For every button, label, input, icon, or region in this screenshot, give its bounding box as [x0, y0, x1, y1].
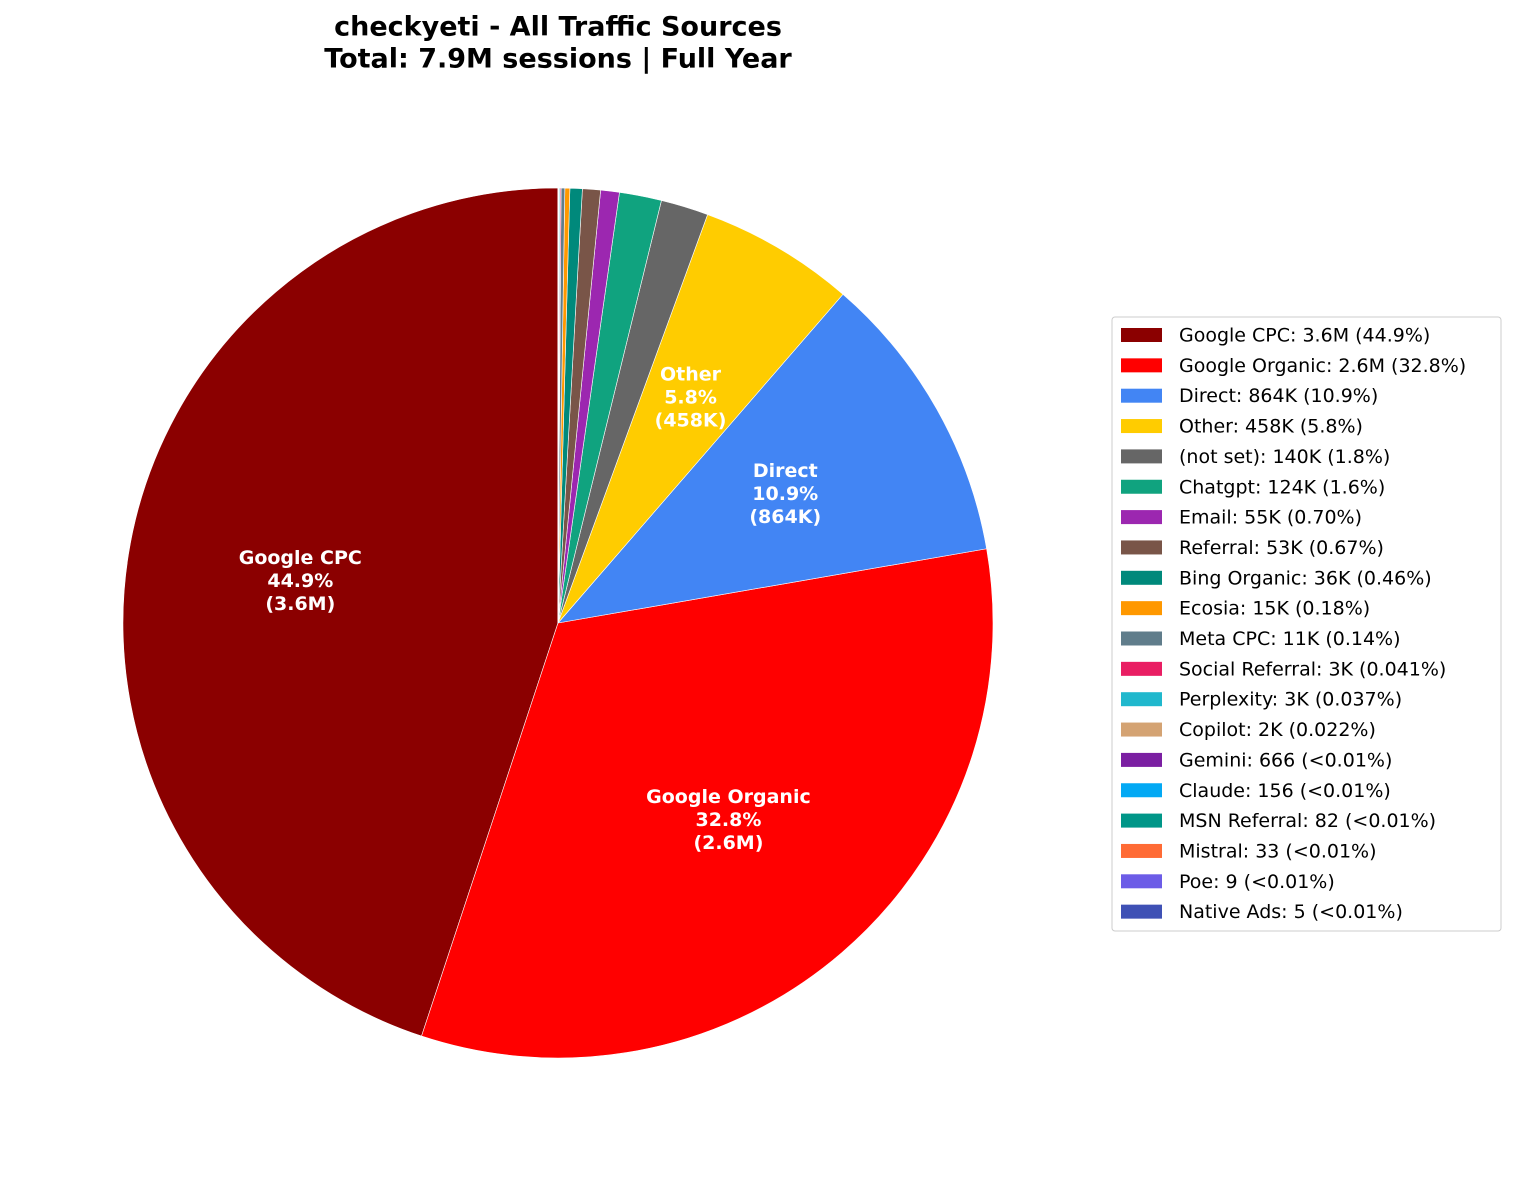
legend-label: Bing Organic: 36K (0.46%)	[1179, 567, 1432, 589]
legend-swatch	[1121, 480, 1162, 494]
slice-label: (3.6M)	[265, 593, 335, 615]
legend-swatch	[1121, 844, 1162, 858]
legend-swatch	[1121, 723, 1162, 737]
slice-label: (458K)	[655, 410, 727, 432]
legend-swatch	[1121, 632, 1162, 646]
slice-label: 10.9%	[752, 483, 818, 505]
slice-label: (864K)	[749, 506, 821, 528]
legend-swatch	[1121, 783, 1162, 797]
chart-title: checkyeti - All Traffic Sources	[334, 12, 782, 43]
legend-label: Social Referral: 3K (0.041%)	[1179, 658, 1446, 680]
legend-label: Native Ads: 5 (<0.01%)	[1179, 901, 1403, 923]
slice-label: Direct	[753, 460, 818, 482]
legend-label: Mistral: 33 (<0.01%)	[1179, 840, 1377, 862]
legend-label: Other: 458K (5.8%)	[1179, 416, 1363, 438]
chart-subtitle: Total: 7.9M sessions | Full Year	[324, 44, 792, 75]
slice-label: (2.6M)	[693, 832, 763, 854]
legend-swatch	[1121, 601, 1162, 615]
slice-label: 44.9%	[267, 570, 333, 592]
legend-swatch	[1121, 874, 1162, 888]
legend-label: MSN Referral: 82 (<0.01%)	[1179, 810, 1436, 832]
slice-label: 5.8%	[664, 387, 717, 409]
slice-label: Google Organic	[646, 786, 811, 808]
legend-swatch	[1121, 389, 1162, 403]
legend-swatch	[1121, 419, 1162, 433]
legend-swatch	[1121, 905, 1162, 919]
legend-swatch	[1121, 814, 1162, 828]
slice-label: Google CPC	[239, 547, 362, 569]
legend-swatch	[1121, 510, 1162, 524]
legend-label: Claude: 156 (<0.01%)	[1179, 780, 1391, 802]
slice-label: 32.8%	[695, 809, 761, 831]
legend-swatch	[1121, 692, 1162, 706]
legend-label: Email: 55K (0.70%)	[1179, 507, 1362, 529]
legend-label: (not set): 140K (1.8%)	[1179, 446, 1390, 468]
legend-label: Poe: 9 (<0.01%)	[1179, 871, 1335, 893]
legend-swatch	[1121, 571, 1162, 585]
legend-label: Meta CPC: 11K (0.14%)	[1179, 628, 1401, 650]
legend-label: Google CPC: 3.6M (44.9%)	[1179, 325, 1430, 347]
legend-swatch	[1121, 449, 1162, 463]
legend-label: Referral: 53K (0.67%)	[1179, 537, 1384, 559]
legend-box	[1112, 317, 1501, 931]
legend-label: Chatgpt: 124K (1.6%)	[1179, 476, 1385, 498]
legend-label: Direct: 864K (10.9%)	[1179, 385, 1378, 407]
legend-label: Gemini: 666 (<0.01%)	[1179, 749, 1392, 771]
legend-swatch	[1121, 358, 1162, 372]
legend-label: Google Organic: 2.6M (32.8%)	[1179, 355, 1466, 377]
legend-swatch	[1121, 540, 1162, 554]
legend-label: Ecosia: 15K (0.18%)	[1179, 598, 1370, 620]
legend-label: Copilot: 2K (0.022%)	[1179, 719, 1376, 741]
legend-label: Perplexity: 3K (0.037%)	[1179, 689, 1402, 711]
slice-label: Other	[660, 364, 722, 386]
legend-swatch	[1121, 662, 1162, 676]
legend-swatch	[1121, 753, 1162, 767]
legend-swatch	[1121, 328, 1162, 342]
